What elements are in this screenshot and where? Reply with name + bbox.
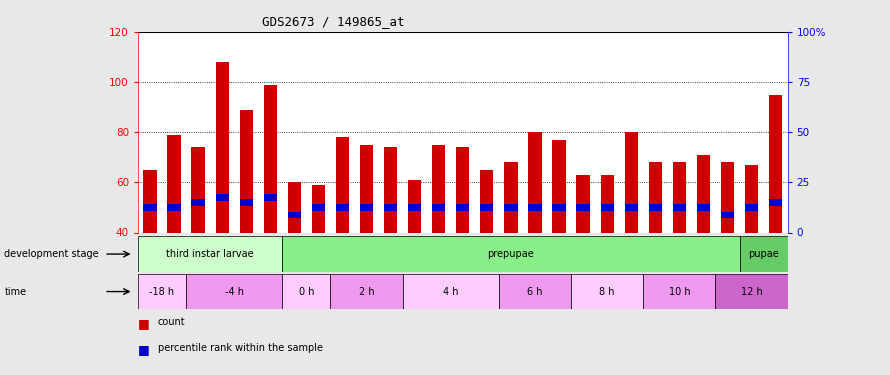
Text: time: time [4,286,27,297]
Bar [577,204,590,210]
Bar [312,204,325,210]
Bar [745,204,758,210]
Bar [649,162,662,232]
Text: pupae: pupae [748,249,779,259]
Bar [577,175,590,232]
Bar [191,147,205,232]
Bar [457,147,469,232]
Bar [433,204,445,210]
Text: 0 h: 0 h [299,286,314,297]
Bar [499,274,571,309]
Text: third instar larvae: third instar larvae [166,249,254,259]
Bar [505,162,518,232]
Bar [673,204,686,210]
Text: count: count [158,317,185,327]
Bar [138,274,186,309]
Bar [287,212,301,218]
Text: 6 h: 6 h [527,286,543,297]
Text: 4 h: 4 h [443,286,458,297]
Text: ■: ■ [138,343,150,356]
Bar [529,132,542,232]
Bar [282,274,330,309]
Bar [643,274,716,309]
Bar [571,274,643,309]
Bar [167,135,181,232]
Bar [529,204,542,210]
Bar [769,94,782,232]
Bar [312,185,325,232]
Bar [384,147,397,232]
Bar [330,274,402,309]
Bar [263,84,277,232]
Bar [186,274,282,309]
Bar [716,274,788,309]
Bar [282,236,740,272]
Bar [167,204,181,210]
Bar [143,204,157,210]
Bar [697,204,710,210]
Bar [769,199,782,206]
Bar [360,145,373,232]
Text: prepupae: prepupae [488,249,534,259]
Text: 2 h: 2 h [359,286,375,297]
Bar [740,236,788,272]
Bar [649,204,662,210]
Bar [336,137,349,232]
Bar [239,199,253,206]
Bar [287,182,301,232]
Bar [263,194,277,201]
Bar [138,236,282,272]
Bar [457,204,469,210]
Text: 8 h: 8 h [600,286,615,297]
Bar [384,204,397,210]
Bar [745,165,758,232]
Bar [553,204,566,210]
Text: ■: ■ [138,317,150,330]
Bar [673,162,686,232]
Bar [239,110,253,232]
Bar [601,175,614,232]
Bar [433,145,445,232]
Bar [191,199,205,206]
Bar [625,132,638,232]
Bar [721,212,734,218]
Bar [402,274,499,309]
Bar [215,62,229,232]
Text: 12 h: 12 h [740,286,763,297]
Bar [481,170,493,232]
Bar [143,170,157,232]
Text: GDS2673 / 149865_at: GDS2673 / 149865_at [262,15,404,28]
Bar [408,180,421,232]
Bar [697,155,710,232]
Bar [481,204,493,210]
Bar [625,204,638,210]
Text: development stage: development stage [4,249,99,259]
Text: 10 h: 10 h [668,286,690,297]
Bar [336,204,349,210]
Bar [553,140,566,232]
Bar [721,162,734,232]
Text: -4 h: -4 h [224,286,244,297]
Bar [408,204,421,210]
Text: -18 h: -18 h [150,286,174,297]
Bar [215,194,229,201]
Bar [505,204,518,210]
Text: percentile rank within the sample: percentile rank within the sample [158,343,322,353]
Bar [601,204,614,210]
Bar [360,204,373,210]
